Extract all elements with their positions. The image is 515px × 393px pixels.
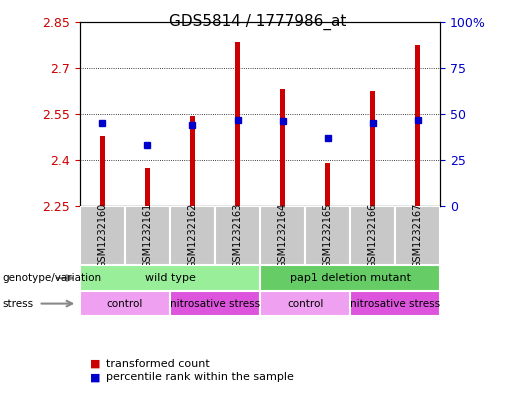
Bar: [215, 206, 260, 265]
Bar: [170, 291, 260, 316]
Bar: [325, 163, 331, 206]
Text: percentile rank within the sample: percentile rank within the sample: [106, 372, 294, 382]
Text: nitrosative stress: nitrosative stress: [170, 299, 260, 309]
Bar: [80, 291, 170, 316]
Text: GSM1232163: GSM1232163: [233, 203, 243, 268]
Text: GSM1232167: GSM1232167: [413, 203, 423, 268]
Bar: [305, 206, 350, 265]
Bar: [260, 265, 440, 291]
Text: GDS5814 / 1777986_at: GDS5814 / 1777986_at: [169, 14, 346, 30]
Text: control: control: [287, 299, 323, 309]
Text: stress: stress: [3, 299, 33, 309]
Text: GSM1232165: GSM1232165: [323, 203, 333, 268]
Text: GSM1232161: GSM1232161: [143, 203, 152, 268]
Text: wild type: wild type: [145, 273, 195, 283]
Bar: [350, 206, 396, 265]
Text: GSM1232166: GSM1232166: [368, 203, 377, 268]
Text: genotype/variation: genotype/variation: [3, 273, 101, 283]
Bar: [415, 45, 420, 206]
Bar: [80, 206, 125, 265]
Text: pap1 deletion mutant: pap1 deletion mutant: [290, 273, 410, 283]
Text: GSM1232164: GSM1232164: [278, 203, 287, 268]
Bar: [350, 291, 440, 316]
Bar: [260, 206, 305, 265]
Bar: [235, 42, 240, 206]
Text: GSM1232160: GSM1232160: [97, 203, 107, 268]
Bar: [190, 116, 195, 206]
Text: nitrosative stress: nitrosative stress: [350, 299, 440, 309]
Bar: [370, 91, 375, 206]
Bar: [100, 136, 105, 206]
Bar: [280, 89, 285, 206]
Bar: [260, 291, 350, 316]
Text: GSM1232162: GSM1232162: [187, 203, 197, 268]
Text: control: control: [107, 299, 143, 309]
Text: transformed count: transformed count: [106, 358, 209, 369]
Bar: [396, 206, 440, 265]
Bar: [170, 206, 215, 265]
Text: ■: ■: [90, 372, 100, 382]
Bar: [145, 168, 150, 206]
Text: ■: ■: [90, 358, 100, 369]
Bar: [125, 206, 170, 265]
Bar: [80, 265, 260, 291]
